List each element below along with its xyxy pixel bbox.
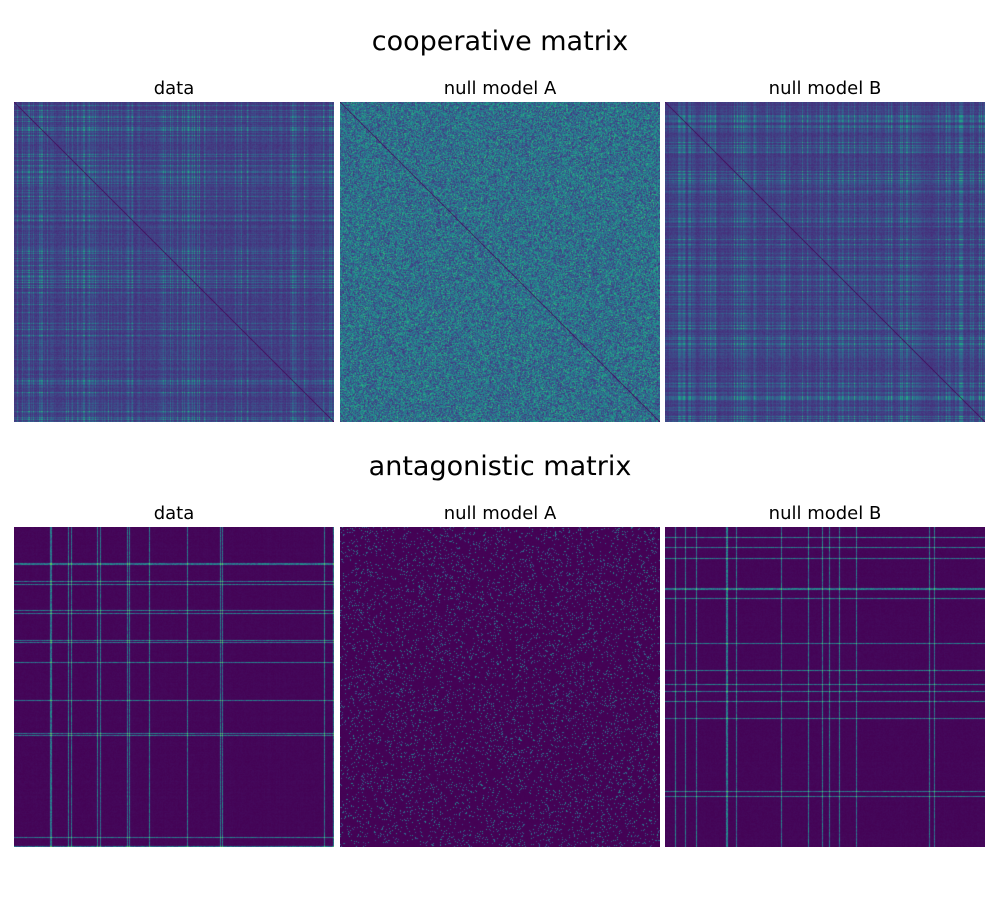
antag-null-b-title: null model B bbox=[768, 503, 882, 524]
coop-data-heatmap bbox=[14, 102, 334, 422]
coop-null-a-heatmap bbox=[340, 102, 660, 422]
coop-null-a-title: null model A bbox=[443, 78, 557, 99]
antag-null-a-title: null model A bbox=[443, 503, 557, 524]
coop-data-title: data bbox=[153, 78, 195, 99]
antag-data-title: data bbox=[153, 503, 195, 524]
antag-data-heatmap bbox=[14, 527, 334, 847]
antag-null-b-heatmap bbox=[665, 527, 985, 847]
coop-null-b-title: null model B bbox=[768, 78, 882, 99]
coop-null-b-heatmap bbox=[665, 102, 985, 422]
antag-null-a-heatmap bbox=[340, 527, 660, 847]
antagonistic-matrix-title: antagonistic matrix bbox=[368, 451, 632, 482]
cooperative-matrix-title: cooperative matrix bbox=[371, 26, 629, 57]
